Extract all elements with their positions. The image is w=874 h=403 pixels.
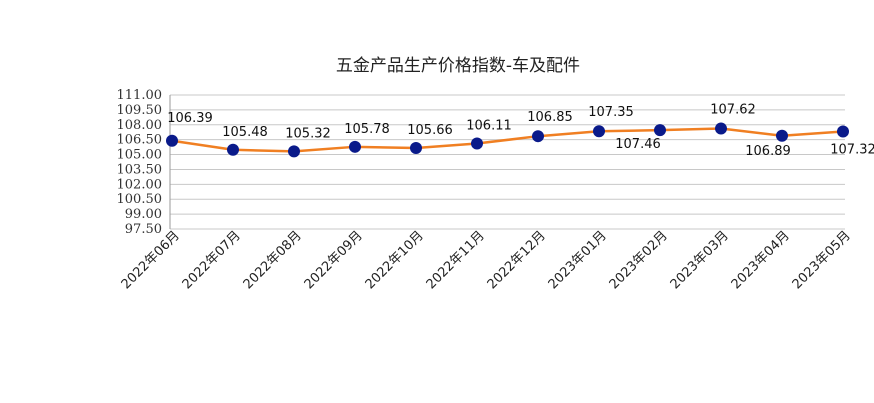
x-tick-label: 2022年10月 bbox=[363, 228, 427, 292]
x-tick-label: 2022年08月 bbox=[241, 228, 305, 292]
x-tick-label: 2023年04月 bbox=[729, 228, 793, 292]
data-point bbox=[532, 130, 544, 143]
data-label: 105.32 bbox=[285, 126, 331, 141]
y-tick-label: 103.50 bbox=[117, 162, 163, 177]
data-label: 106.89 bbox=[745, 144, 791, 159]
x-tick-label: 2022年09月 bbox=[302, 228, 366, 292]
data-point bbox=[776, 129, 788, 142]
data-point bbox=[410, 142, 422, 155]
y-tick-label: 102.00 bbox=[117, 177, 163, 192]
data-label: 105.78 bbox=[344, 122, 390, 137]
data-point bbox=[288, 145, 300, 158]
data-label: 106.11 bbox=[466, 119, 512, 134]
series-line-layer bbox=[171, 127, 844, 153]
x-tick-label: 2022年12月 bbox=[485, 228, 549, 292]
data-label: 107.62 bbox=[710, 103, 756, 118]
y-tick-label: 108.00 bbox=[117, 118, 163, 133]
data-label: 107.35 bbox=[588, 105, 634, 120]
data-label: 107.46 bbox=[615, 137, 661, 152]
data-point bbox=[166, 134, 178, 147]
series-line bbox=[171, 127, 844, 153]
chart-title: 五金产品生产价格指数-车及配件 bbox=[336, 56, 580, 76]
data-label: 107.32 bbox=[830, 143, 874, 158]
y-tick-label: 105.00 bbox=[117, 148, 163, 163]
data-point bbox=[715, 122, 727, 135]
x-tick-label: 2023年02月 bbox=[607, 228, 671, 292]
data-label: 106.85 bbox=[527, 110, 573, 125]
data-point bbox=[837, 125, 849, 138]
data-label: 105.66 bbox=[407, 123, 453, 138]
data-point bbox=[593, 125, 605, 138]
data-point bbox=[227, 143, 239, 156]
grid-layer bbox=[169, 94, 845, 230]
data-point bbox=[654, 124, 666, 137]
data-label: 106.39 bbox=[167, 111, 213, 126]
x-tick-label: 2022年07月 bbox=[180, 228, 244, 292]
data-point bbox=[471, 137, 483, 150]
data-label-layer: 106.39 105.48 105.32 105.78 105.66 106.11 106.… bbox=[167, 103, 874, 159]
x-tick-label: 2023年03月 bbox=[668, 228, 732, 292]
y-tick-label: 99.00 bbox=[125, 207, 162, 222]
x-tick-label: 2022年11月 bbox=[424, 228, 488, 292]
x-tick-label: 2023年05月 bbox=[790, 228, 854, 292]
y-tick-label: 111.00 bbox=[117, 88, 163, 103]
y-tick-label: 106.50 bbox=[117, 133, 163, 148]
x-tick-label: 2023年01月 bbox=[546, 228, 610, 292]
y-tick-label: 100.50 bbox=[117, 192, 163, 207]
y-tick-label: 109.50 bbox=[117, 103, 163, 118]
data-label: 105.48 bbox=[222, 125, 268, 140]
y-axis-ticks: 111.00109.50108.00106.50105.00103.50102.… bbox=[117, 88, 163, 237]
y-tick-label: 97.50 bbox=[125, 222, 162, 237]
series-marker-layer bbox=[166, 122, 849, 158]
x-axis-ticks: 2022年06月2022年07月2022年08月2022年09月2022年10月… bbox=[119, 228, 854, 292]
x-tick-label: 2022年06月 bbox=[119, 228, 183, 292]
data-point bbox=[349, 140, 361, 153]
